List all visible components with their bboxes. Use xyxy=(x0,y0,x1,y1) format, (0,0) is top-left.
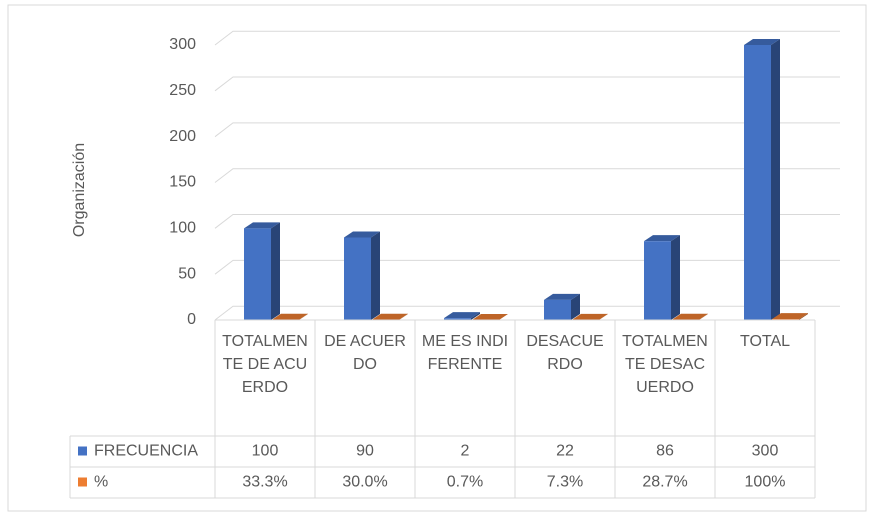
legend-swatch xyxy=(78,446,87,456)
legend-label: % xyxy=(94,474,108,491)
bar xyxy=(644,241,671,320)
bar-side xyxy=(471,312,480,320)
data-table-cell: 86 xyxy=(656,443,674,460)
bar-top xyxy=(472,313,508,320)
bar-top xyxy=(544,293,580,300)
x-tick-label-box: ME ES INDIFERENTE xyxy=(421,333,509,373)
x-tick-label: TOTALMENTE DESACUERDO xyxy=(622,333,708,396)
x-tick-label: DE ACUERDO xyxy=(324,333,406,373)
x-tick-label: TOTAL xyxy=(739,333,791,350)
bar-top xyxy=(772,313,808,320)
bar-top xyxy=(644,235,680,242)
bar-top xyxy=(344,231,380,238)
bar xyxy=(244,228,271,320)
y-tick-label: 300 xyxy=(169,36,196,53)
x-tick-label-box: TOTAL xyxy=(739,333,791,350)
bar-side xyxy=(299,313,308,320)
bar-side xyxy=(599,313,608,320)
grid-line xyxy=(214,30,840,46)
bar-side xyxy=(699,313,708,320)
grid-line xyxy=(214,122,840,138)
bar-side xyxy=(671,235,680,320)
bar xyxy=(344,237,371,320)
bar-top xyxy=(444,312,480,319)
x-tick-label: ME ES INDIFERENTE xyxy=(421,333,509,373)
y-axis-label: Organización xyxy=(71,143,88,237)
bar-top xyxy=(272,313,308,320)
bar-top xyxy=(572,313,608,320)
bar-side xyxy=(371,231,380,320)
x-tick-label: TOTALMENTE DE ACUERDO xyxy=(222,333,308,396)
y-tick-label: 200 xyxy=(169,128,196,145)
grid-line xyxy=(214,305,840,321)
y-tick-label: 150 xyxy=(169,174,196,191)
y-tick-label: 50 xyxy=(178,265,196,282)
bar-side xyxy=(799,313,808,320)
data-table-cell: 2 xyxy=(461,443,470,460)
grid-line xyxy=(214,214,840,229)
x-tick-label: DESACUERDO xyxy=(526,333,604,373)
y-tick-label: 0 xyxy=(187,311,196,328)
bar-side xyxy=(399,313,408,320)
x-tick-label-box: TOTALMENTE DESACUERDO xyxy=(622,333,708,396)
data-table-cell: 28.7% xyxy=(642,474,687,491)
bar-side xyxy=(571,293,580,320)
legend-swatch xyxy=(78,477,87,487)
data-table-cell: 100% xyxy=(745,474,786,491)
data-table-cell: 33.3% xyxy=(242,474,287,491)
data-table-cell: 30.0% xyxy=(342,474,387,491)
data-table-cell: 90 xyxy=(356,443,374,460)
x-tick-label-box: TOTALMENTE DE ACUERDO xyxy=(222,333,308,396)
y-tick-label: 100 xyxy=(169,220,196,237)
bar-side xyxy=(271,222,280,320)
bar-top xyxy=(672,313,708,320)
bar xyxy=(444,318,471,320)
bar-side xyxy=(499,313,508,320)
data-table-cell: 22 xyxy=(556,443,574,460)
data-table-cell: 7.3% xyxy=(547,474,583,491)
data-table-cell: 300 xyxy=(752,443,779,460)
grid-line xyxy=(214,168,840,183)
legend-label: FRECUENCIA xyxy=(94,443,198,460)
grid-line xyxy=(214,259,840,275)
bar xyxy=(544,299,571,320)
bar-top xyxy=(244,222,280,229)
x-tick-label-box: DESACUERDO xyxy=(526,333,604,373)
data-table-cell: 100 xyxy=(252,443,279,460)
y-tick-label: 250 xyxy=(169,82,196,99)
bar-side xyxy=(771,39,780,320)
x-tick-label-box: DE ACUERDO xyxy=(324,333,406,373)
bar-top xyxy=(372,313,408,320)
chart-border xyxy=(7,4,867,512)
bar-top xyxy=(744,39,780,45)
bar xyxy=(744,45,771,320)
grid-line xyxy=(214,76,840,92)
data-table-cell: 0.7% xyxy=(447,474,483,491)
